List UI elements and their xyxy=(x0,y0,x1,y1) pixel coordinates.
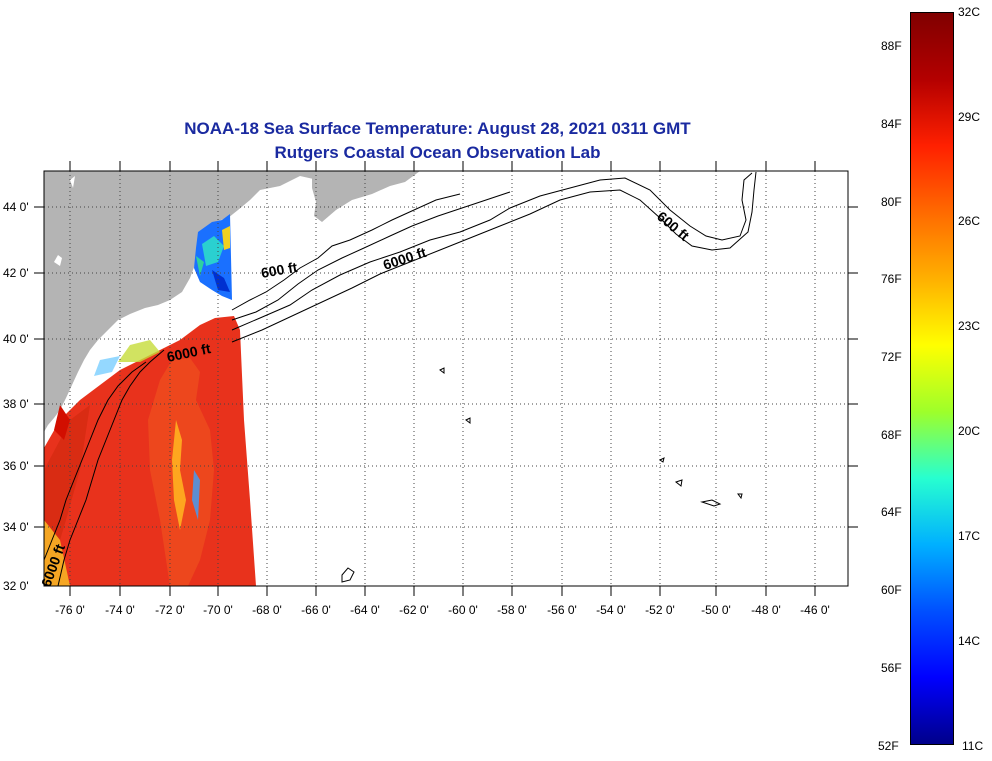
land-area xyxy=(44,171,420,432)
colorbar-label-f: 80F xyxy=(881,195,902,209)
lon-label: -68 0' xyxy=(252,603,282,617)
lon-label: -54 0' xyxy=(596,603,626,617)
latitude-labels: 44 0' 42 0' 40 0' 38 0' 36 0' 34 0' 32 0… xyxy=(3,200,29,593)
lon-label: -48 0' xyxy=(751,603,781,617)
colorbar-label-f: 52F xyxy=(878,739,899,753)
lat-label: 44 0' xyxy=(3,200,29,214)
tick-marks xyxy=(34,161,858,596)
contour-label: 6000 ft xyxy=(381,244,428,273)
lon-label: -70 0' xyxy=(203,603,233,617)
colorbar-label-f: 68F xyxy=(881,428,902,442)
longitude-labels: -76 0' -74 0' -72 0' -70 0' -68 0' -66 0… xyxy=(55,603,830,617)
lon-label: -50 0' xyxy=(701,603,731,617)
temperature-colorbar xyxy=(910,12,954,745)
lon-label: -46 0' xyxy=(800,603,830,617)
contour-label: 600 ft xyxy=(260,259,299,281)
colorbar-label-c: 17C xyxy=(958,529,981,543)
colorbar-label-c: 23C xyxy=(958,319,981,333)
lon-label: -66 0' xyxy=(301,603,331,617)
colorbar-label-f: 88F xyxy=(881,39,902,53)
bathymetry-contours xyxy=(43,171,757,587)
lon-label: -62 0' xyxy=(399,603,429,617)
colorbar-label-c: 32C xyxy=(958,5,981,19)
lon-label: -72 0' xyxy=(155,603,185,617)
colorbar-label-f: 60F xyxy=(881,583,902,597)
colorbar-label-c: 20C xyxy=(958,424,981,438)
lon-label: -64 0' xyxy=(350,603,380,617)
colorbar-label-f: 56F xyxy=(881,661,902,675)
lat-label: 40 0' xyxy=(3,332,29,346)
lon-label: -74 0' xyxy=(105,603,135,617)
colorbar-label-c: 11C xyxy=(962,739,984,753)
lon-label: -60 0' xyxy=(448,603,478,617)
lat-label: 32 0' xyxy=(3,579,29,593)
map-title: NOAA-18 Sea Surface Temperature: August … xyxy=(184,119,691,138)
lon-label: -56 0' xyxy=(547,603,577,617)
colorbar-label-c: 29C xyxy=(958,110,981,124)
colorbar-label-f: 84F xyxy=(881,117,902,131)
lat-label: 34 0' xyxy=(3,520,29,534)
colorbar-label-c: 26C xyxy=(958,214,981,228)
colorbar-label-f: 72F xyxy=(881,350,902,364)
lon-label: -76 0' xyxy=(55,603,85,617)
colorbar-label-f: 64F xyxy=(881,505,902,519)
lat-label: 42 0' xyxy=(3,266,29,280)
map-frame xyxy=(43,170,849,587)
lon-label: -58 0' xyxy=(497,603,527,617)
contour-label: 600 ft xyxy=(654,208,693,244)
lat-label: 36 0' xyxy=(3,459,29,473)
lon-label: -52 0' xyxy=(645,603,675,617)
map-subtitle: Rutgers Coastal Ocean Observation Lab xyxy=(274,143,601,162)
colorbar-label-c: 14C xyxy=(958,634,981,648)
sst-swath-warm xyxy=(44,316,256,586)
lat-label: 38 0' xyxy=(3,397,29,411)
sst-map: -76 0' -74 0' -72 0' -70 0' -68 0' -66 0… xyxy=(3,161,858,617)
colorbar-label-f: 76F xyxy=(881,272,902,286)
